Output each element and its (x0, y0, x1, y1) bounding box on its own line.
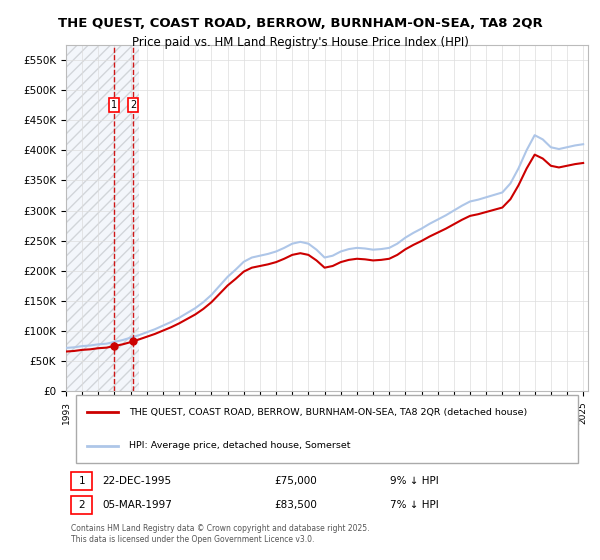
Text: 22-DEC-1995: 22-DEC-1995 (103, 476, 172, 486)
Text: 9% ↓ HPI: 9% ↓ HPI (389, 476, 439, 486)
Text: 7% ↓ HPI: 7% ↓ HPI (389, 501, 439, 510)
Text: 2: 2 (130, 100, 137, 110)
FancyBboxPatch shape (76, 395, 578, 463)
Text: 1: 1 (111, 100, 117, 110)
Text: 2: 2 (79, 501, 85, 510)
Text: £83,500: £83,500 (275, 501, 317, 510)
FancyBboxPatch shape (71, 472, 92, 490)
FancyBboxPatch shape (71, 496, 92, 515)
Text: Price paid vs. HM Land Registry's House Price Index (HPI): Price paid vs. HM Land Registry's House … (131, 36, 469, 49)
Text: Contains HM Land Registry data © Crown copyright and database right 2025.
This d: Contains HM Land Registry data © Crown c… (71, 524, 370, 544)
Bar (66, 45, 139, 391)
Text: 05-MAR-1997: 05-MAR-1997 (103, 501, 172, 510)
Text: £75,000: £75,000 (275, 476, 317, 486)
Text: HPI: Average price, detached house, Somerset: HPI: Average price, detached house, Some… (128, 441, 350, 450)
Text: THE QUEST, COAST ROAD, BERROW, BURNHAM-ON-SEA, TA8 2QR (detached house): THE QUEST, COAST ROAD, BERROW, BURNHAM-O… (128, 408, 527, 417)
Bar (66, 45, 139, 391)
Text: 1: 1 (79, 476, 85, 486)
Text: THE QUEST, COAST ROAD, BERROW, BURNHAM-ON-SEA, TA8 2QR: THE QUEST, COAST ROAD, BERROW, BURNHAM-O… (58, 17, 542, 30)
